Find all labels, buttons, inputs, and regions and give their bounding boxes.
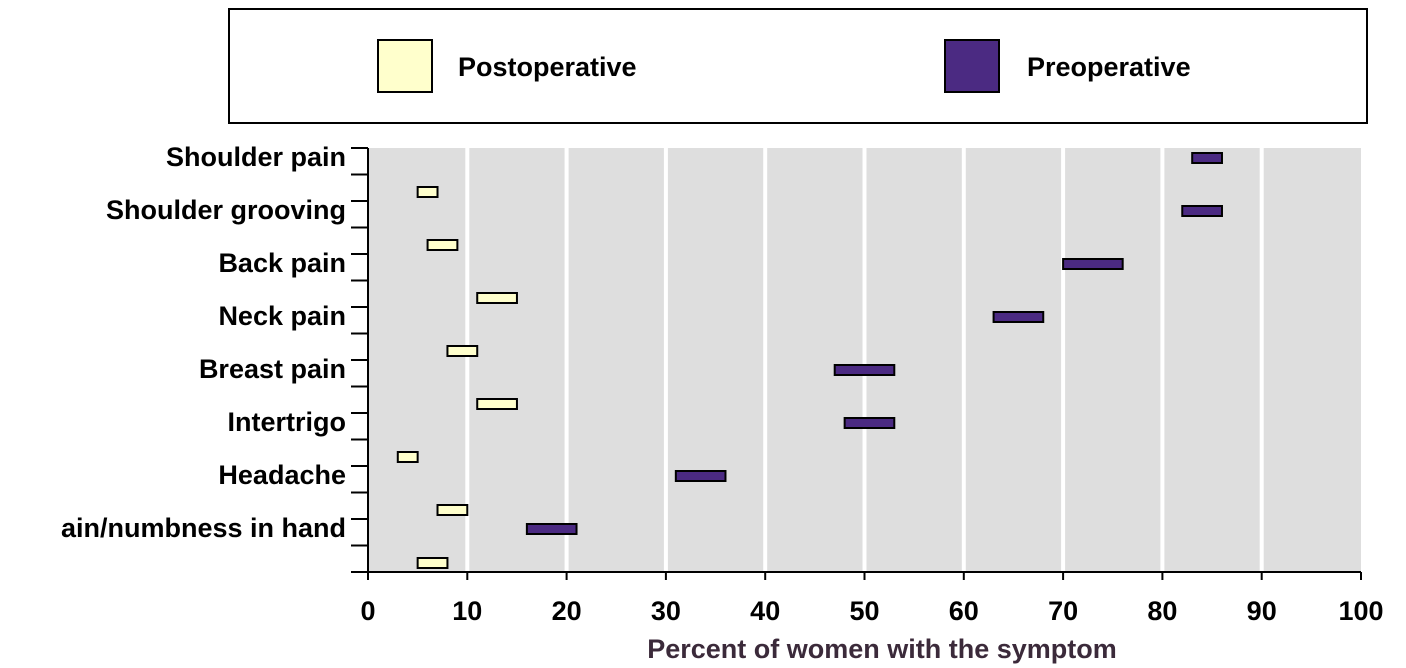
bar-postoperative [476,398,518,410]
legend-label-preoperative: Preoperative [1027,52,1191,82]
x-tick-label: 80 [1147,596,1177,626]
bar-preoperative [833,364,896,376]
y-tick-label: Breast pain [199,354,346,384]
y-tick-label: ain/numbness in hand [61,513,346,543]
bar-preoperative [1191,152,1223,164]
y-ticks [351,147,368,573]
bar-preoperative [992,311,1045,323]
y-tick-label: Neck pain [218,301,346,331]
x-tick-label: 20 [552,596,582,626]
x-tick-label: 50 [849,596,879,626]
x-axis-label: Percent of women with the symptom [647,634,1117,664]
bar-preoperative [674,470,727,482]
bar-postoperative [476,292,518,304]
y-tick-label: Shoulder pain [166,142,346,172]
bar-postoperative [416,186,439,198]
bar-postoperative [446,345,479,357]
x-tick-label: 100 [1338,596,1383,626]
bar-postoperative [416,557,449,569]
x-ticks: 0 10 20 30 40 50 60 70 80 90 100 [360,572,1384,626]
bars [396,152,1223,569]
bar-preoperative [843,417,896,429]
bar-postoperative [426,239,459,251]
bar-preoperative [1062,258,1124,270]
legend-swatch-postoperative [377,39,433,93]
bar-preoperative [1181,205,1223,217]
legend-swatch-preoperative [944,39,1000,93]
bar-preoperative [525,523,578,535]
x-tick-label: 0 [360,596,375,626]
y-tick-label: Shoulder grooving [106,195,346,225]
x-tick-label: 30 [651,596,681,626]
x-tick-label: 70 [1048,596,1078,626]
legend: Postoperative Preoperative [228,8,1368,124]
x-tick-label: 60 [949,596,979,626]
y-tick-label: Headache [218,460,346,490]
bar-postoperative [396,451,419,463]
y-tick-label: Intertrigo [228,407,347,437]
x-tick-label: 90 [1247,596,1277,626]
y-tick-labels: Shoulder pain Shoulder grooving Back pain N… [61,142,346,543]
x-tick-label: 10 [452,596,482,626]
bar-postoperative [436,504,469,516]
legend-label-postoperative: Postoperative [458,52,637,82]
x-tick-label: 40 [750,596,780,626]
y-tick-label: Back pain [218,248,346,278]
gridlines [465,148,1264,572]
